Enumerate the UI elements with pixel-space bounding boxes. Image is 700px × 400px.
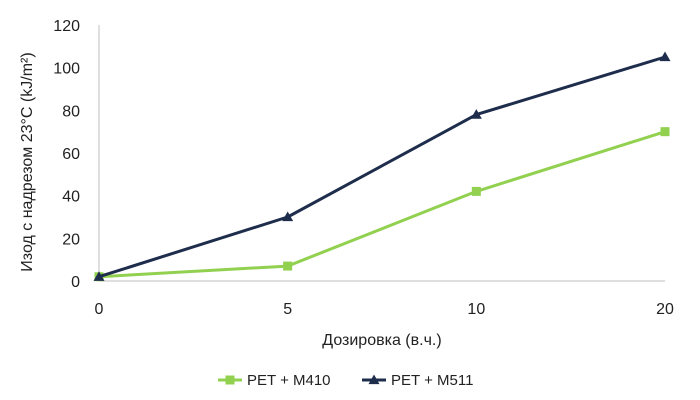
data-point — [471, 186, 481, 196]
x-axis-label: Дозировка (в.ч.) — [322, 332, 441, 349]
series-line — [98, 130, 666, 279]
x-tick-label: 0 — [95, 301, 104, 318]
series-line — [98, 55, 666, 279]
legend-item-1: PET + M410 — [218, 372, 331, 389]
legend-item-2: PET + M511 — [362, 372, 473, 389]
y-tick-label: 80 — [62, 103, 80, 120]
y-tick-label: 40 — [62, 189, 80, 206]
legend-marker — [225, 375, 235, 385]
y-tick-label: 120 — [53, 18, 80, 35]
legend-label: PET + M410 — [247, 372, 331, 389]
data-point — [659, 51, 671, 62]
x-axis-ticks: 0 5 10 20 — [95, 301, 674, 318]
y-axis-ticks: 0 20 40 60 80 100 120 — [53, 18, 80, 291]
data-point — [282, 211, 294, 222]
x-tick-label: 20 — [656, 301, 674, 318]
y-tick-label: 20 — [62, 231, 80, 248]
data-point — [470, 109, 482, 119]
data-point — [660, 127, 670, 137]
legend-marker — [368, 374, 380, 385]
legend-label: PET + M511 — [391, 372, 473, 389]
data-point — [93, 271, 105, 281]
y-tick-label: 100 — [53, 61, 80, 78]
legend: PET + M410 PET + M511 — [218, 372, 473, 389]
data-point — [283, 261, 293, 271]
y-axis-label: Изод с надрезом 23°C (kJ/m²) — [19, 52, 36, 271]
y-tick-label: 60 — [62, 146, 80, 163]
series-1 — [94, 127, 670, 282]
x-tick-label: 5 — [283, 301, 292, 318]
y-tick-label: 0 — [71, 274, 80, 291]
series-layer — [93, 51, 671, 282]
x-tick-label: 10 — [467, 301, 485, 318]
series-2 — [93, 51, 671, 281]
